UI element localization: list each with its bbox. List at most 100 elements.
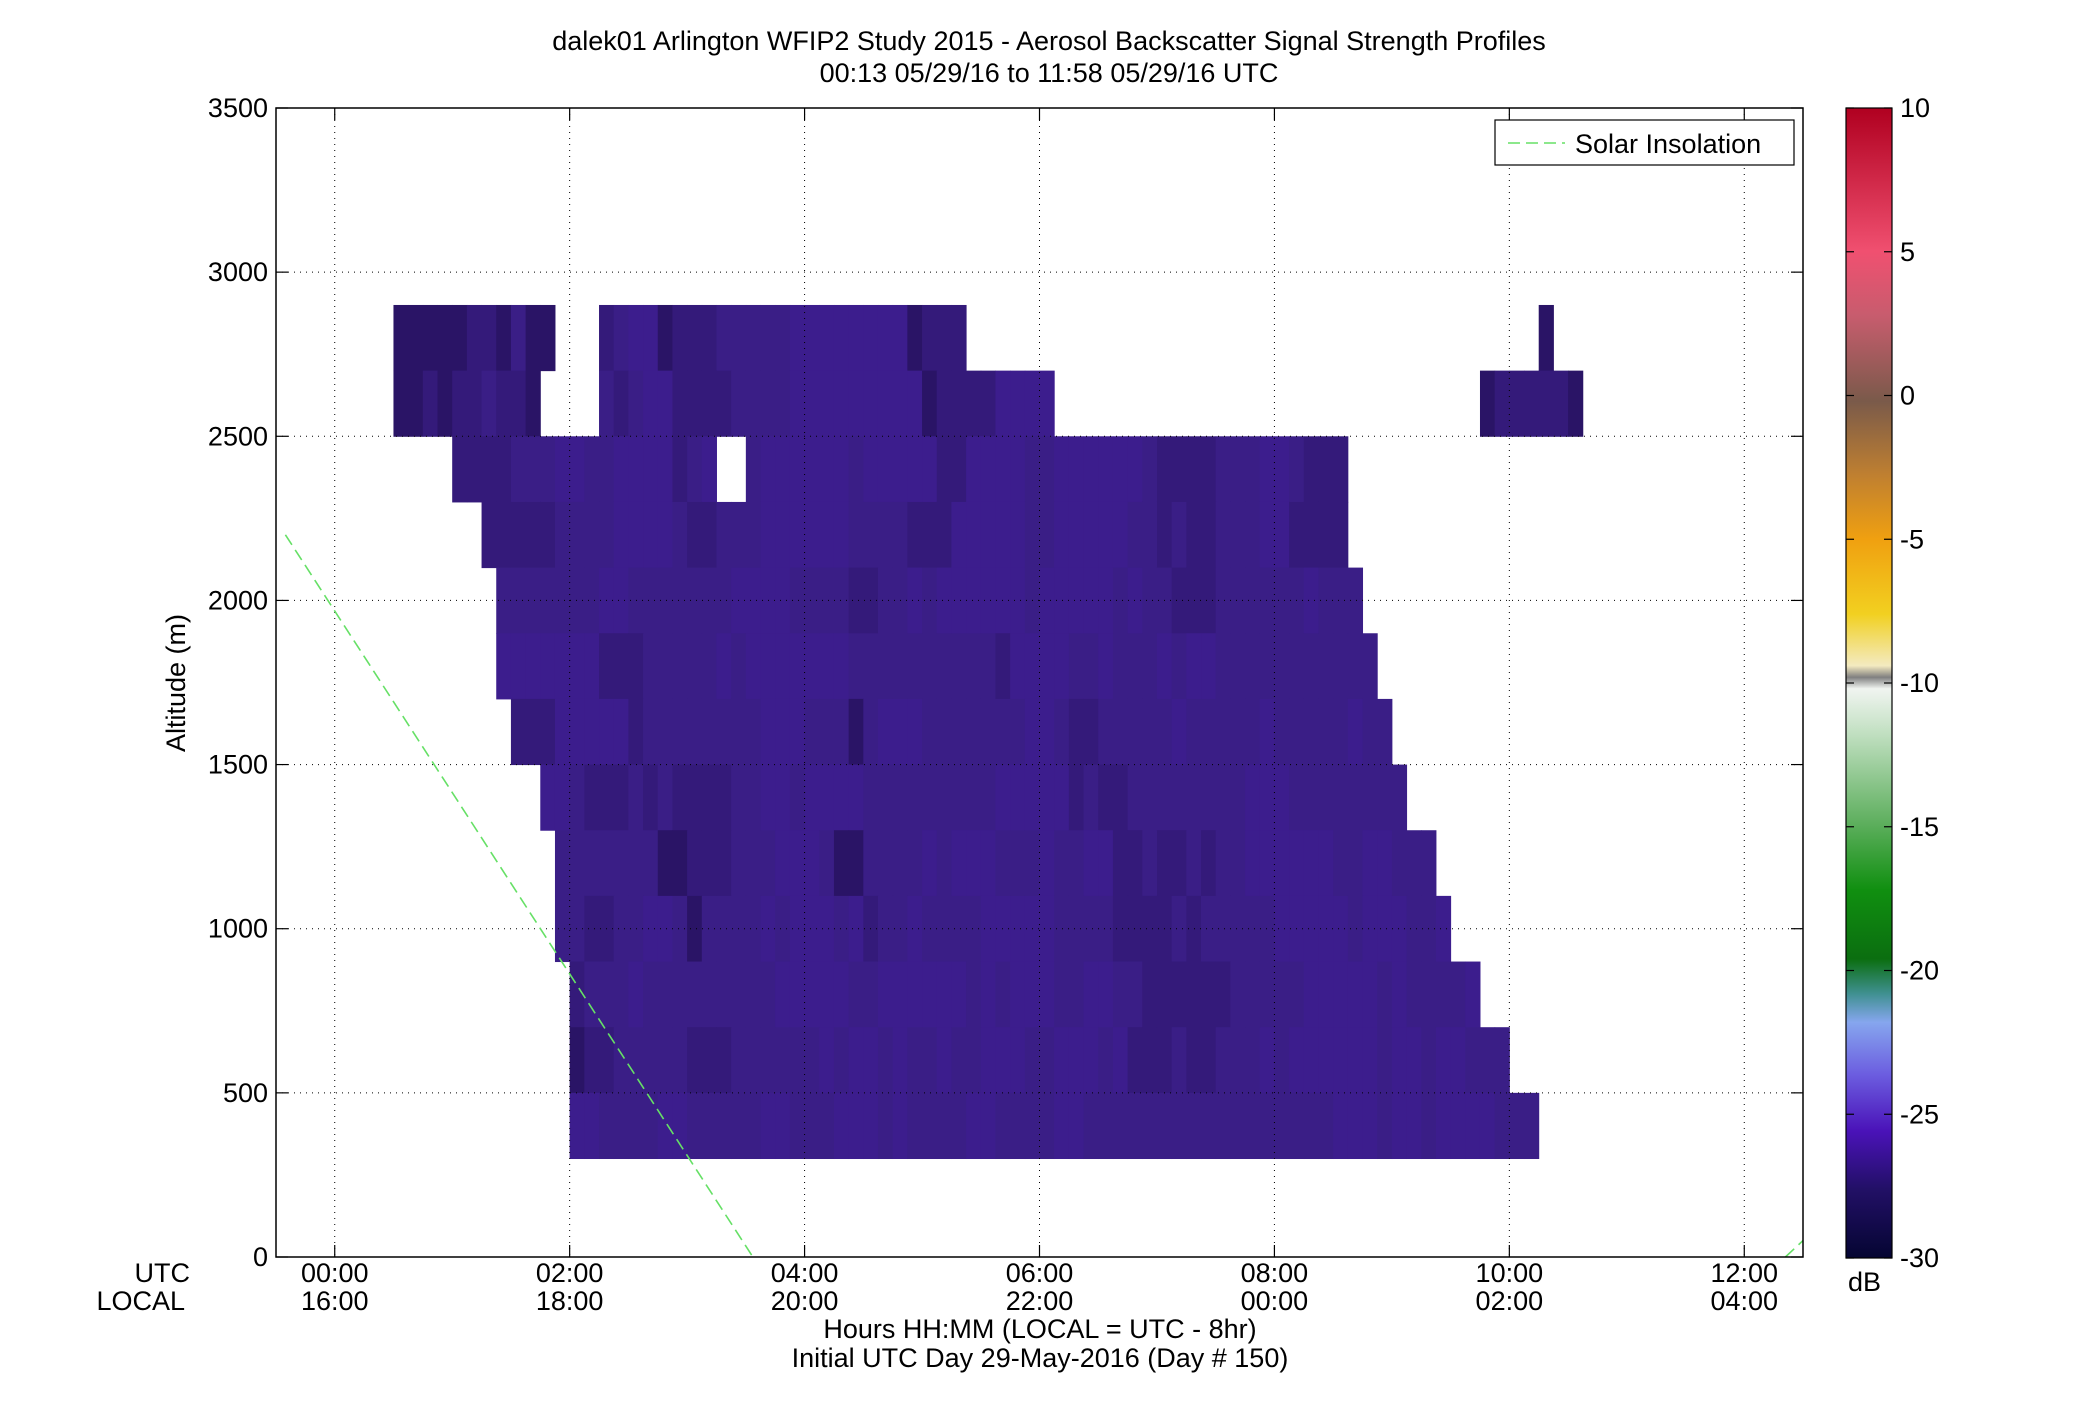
heatmap-cell bbox=[1406, 1092, 1422, 1160]
heatmap-cell bbox=[775, 633, 791, 700]
heatmap-cell bbox=[922, 830, 938, 897]
x-tick-label-local: 04:00 bbox=[1710, 1286, 1778, 1316]
heatmap-cell bbox=[1215, 895, 1231, 963]
heatmap-cell bbox=[1098, 436, 1114, 503]
heatmap-cell bbox=[599, 961, 615, 1028]
heatmap-cell bbox=[804, 764, 820, 831]
heatmap-cell bbox=[1465, 1092, 1481, 1160]
heatmap-cell bbox=[804, 961, 820, 1028]
heatmap-cell bbox=[848, 304, 864, 372]
heatmap-cell bbox=[628, 370, 644, 437]
heatmap-cell bbox=[672, 370, 688, 437]
heatmap-cell bbox=[496, 501, 512, 569]
heatmap-cell bbox=[1156, 830, 1173, 897]
heatmap-cell bbox=[731, 370, 747, 437]
heatmap-cell bbox=[569, 961, 585, 1028]
heatmap-cell bbox=[1054, 1092, 1070, 1160]
heatmap-cell bbox=[1068, 895, 1085, 963]
heatmap-cell bbox=[760, 830, 776, 897]
heatmap-cell bbox=[1039, 1027, 1055, 1094]
heatmap-cell bbox=[672, 764, 688, 831]
heatmap-cell bbox=[1347, 698, 1364, 766]
heatmap-cell bbox=[951, 961, 967, 1028]
heatmap-cell bbox=[907, 501, 923, 569]
heatmap-cell bbox=[554, 830, 571, 897]
heatmap-cell bbox=[804, 633, 820, 700]
heatmap-cell bbox=[1112, 567, 1129, 634]
heatmap-cell bbox=[1186, 1027, 1202, 1094]
heatmap-cell bbox=[819, 633, 835, 700]
heatmap-cell bbox=[1024, 501, 1040, 569]
x-tick-label-local: 22:00 bbox=[1006, 1286, 1074, 1316]
heatmap-cell bbox=[1259, 830, 1275, 897]
heatmap-cell bbox=[569, 764, 585, 831]
heatmap-cell bbox=[613, 698, 629, 766]
heatmap-cell bbox=[1347, 633, 1364, 700]
heatmap-cell bbox=[863, 304, 879, 372]
heatmap-cell bbox=[1171, 436, 1187, 503]
heatmap-cell bbox=[1112, 830, 1129, 897]
heatmap-cell bbox=[1171, 698, 1187, 766]
heatmap-cell bbox=[1171, 567, 1187, 634]
heatmap-cell bbox=[966, 567, 982, 634]
heatmap-cell bbox=[804, 304, 820, 372]
heatmap-cell bbox=[892, 304, 908, 372]
heatmap-cell bbox=[1142, 436, 1158, 503]
heatmap-cell bbox=[892, 961, 908, 1028]
heatmap-cell bbox=[789, 501, 806, 569]
heatmap-cell bbox=[936, 370, 952, 437]
x-tick-label-utc: 02:00 bbox=[536, 1258, 604, 1288]
heatmap-cell bbox=[525, 370, 541, 437]
heatmap-cell bbox=[643, 698, 659, 766]
heatmap-cell bbox=[1171, 895, 1187, 963]
heatmap-cell bbox=[1377, 698, 1393, 766]
heatmap-cell bbox=[966, 370, 982, 437]
heatmap-cell bbox=[907, 698, 923, 766]
heatmap-cell bbox=[657, 436, 673, 503]
heatmap-cell bbox=[922, 501, 938, 569]
heatmap-cell bbox=[745, 567, 762, 634]
heatmap-cell bbox=[1303, 436, 1319, 503]
heatmap-cell bbox=[1098, 895, 1114, 963]
heatmap-cell bbox=[657, 830, 673, 897]
heatmap-cell bbox=[1127, 1092, 1143, 1160]
heatmap-cell bbox=[1479, 1092, 1496, 1160]
heatmap-cell bbox=[1391, 895, 1408, 963]
heatmap-cell bbox=[892, 764, 908, 831]
heatmap-cell bbox=[1024, 436, 1040, 503]
heatmap-cell bbox=[540, 501, 556, 569]
heatmap-cell bbox=[1010, 1027, 1026, 1094]
heatmap-cell bbox=[1333, 830, 1349, 897]
heatmap-cell bbox=[1245, 567, 1261, 634]
heatmap-cell bbox=[789, 764, 806, 831]
heatmap-cell bbox=[995, 501, 1011, 569]
heatmap-cell bbox=[966, 633, 982, 700]
heatmap-cell bbox=[437, 304, 453, 372]
heatmap-cell bbox=[1186, 633, 1202, 700]
heatmap-cell bbox=[980, 698, 996, 766]
heatmap-cell bbox=[1289, 961, 1305, 1028]
colorbar-tick-label: 10 bbox=[1900, 93, 1930, 123]
x-tick-label-utc: 10:00 bbox=[1476, 1258, 1544, 1288]
y-tick-label: 3500 bbox=[208, 93, 268, 123]
heatmap-cell bbox=[599, 304, 615, 372]
heatmap-cell bbox=[1112, 1092, 1129, 1160]
heatmap-cell bbox=[1068, 698, 1085, 766]
heatmap-cell bbox=[1289, 633, 1305, 700]
y-tick-label: 500 bbox=[223, 1078, 268, 1108]
heatmap-cell bbox=[599, 1027, 615, 1094]
heatmap-cell bbox=[687, 567, 703, 634]
heatmap-cell bbox=[1289, 698, 1305, 766]
heatmap-cell bbox=[863, 830, 879, 897]
heatmap-cell bbox=[1010, 633, 1026, 700]
heatmap-cell bbox=[1553, 370, 1569, 437]
heatmap-cell bbox=[1098, 961, 1114, 1028]
heatmap-cell bbox=[393, 304, 409, 372]
heatmap-cell bbox=[1068, 501, 1085, 569]
heatmap-cell bbox=[716, 370, 732, 437]
heatmap-cell bbox=[1098, 830, 1114, 897]
heatmap-cell bbox=[496, 567, 512, 634]
heatmap-cell bbox=[1391, 961, 1408, 1028]
heatmap-cell bbox=[1333, 961, 1349, 1028]
heatmap-cell bbox=[1010, 370, 1026, 437]
